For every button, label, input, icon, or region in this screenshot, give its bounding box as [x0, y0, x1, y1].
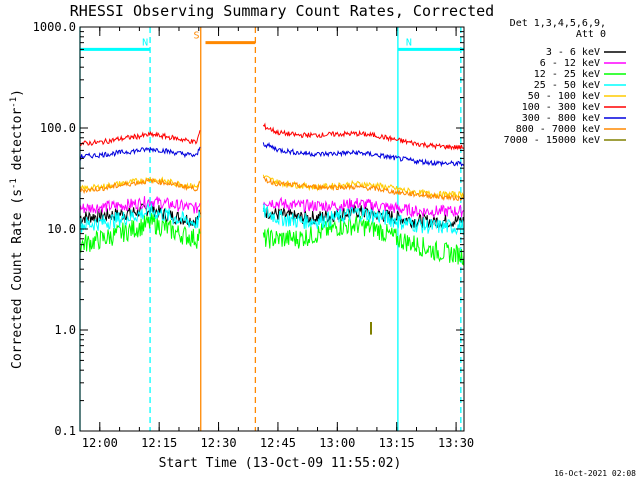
legend-label: 800 - 7000 keV [516, 124, 600, 135]
legend-header-line: Det 1,3,4,5,6,9, [510, 18, 606, 29]
legend-label: 12 - 25 keV [534, 69, 600, 80]
y-axis-label-sup: -1 [9, 178, 19, 189]
legend-label: 25 - 50 keV [534, 80, 600, 91]
series-line [79, 146, 201, 161]
legend-label: 300 - 800 keV [522, 113, 600, 124]
legend-label: 100 - 300 keV [522, 102, 600, 113]
annotation-label: N [142, 37, 148, 48]
x-tick-label: 13:00 [319, 436, 355, 450]
series-line [262, 176, 465, 202]
y-tick-label: 1.0 [54, 323, 76, 337]
legend-label: 50 - 100 keV [528, 91, 600, 102]
series-line [79, 130, 201, 147]
x-tick-label: 12:45 [260, 436, 296, 450]
x-tick-label: 12:15 [141, 436, 177, 450]
x-tick-label: 12:00 [82, 436, 118, 450]
annotation-label: S [193, 31, 199, 42]
y-axis-label: Corrected Count Rate (s-1 detector-1) [9, 89, 25, 369]
y-axis-label-part: Corrected Count Rate (s [10, 189, 25, 369]
y-axis-label-part: detector [10, 108, 25, 179]
chart-title: RHESSI Observing Summary Count Rates, Co… [70, 2, 494, 20]
series-line [262, 141, 465, 168]
series-line [262, 215, 465, 266]
legend-label: 3 - 6 keV [546, 47, 600, 58]
series-line [262, 203, 465, 236]
axes: 0.1 1.0 10.0 100.0 1000.0 12:00 12:15 12:30 12:4… [33, 20, 475, 450]
series-line [79, 177, 201, 195]
series-line [79, 202, 201, 233]
annotation-label: N [406, 37, 412, 48]
series-line [262, 122, 465, 151]
series-line [79, 212, 201, 254]
footer-date: 16-Oct-2021 02:08 [554, 469, 636, 478]
series-line [262, 196, 465, 219]
legend-label: 7000 - 15000 keV [504, 135, 600, 146]
y-axis-label-sup: -1 [9, 97, 19, 108]
y-tick-label: 100.0 [40, 121, 76, 135]
legend-header-line: Att 0 [576, 29, 606, 40]
series-line [79, 196, 201, 214]
legend-header: Det 1,3,4,5,6,9,Att 0 [510, 18, 606, 40]
y-axis-label-part: ) [10, 89, 25, 97]
x-tick-label: 13:15 [379, 436, 415, 450]
x-axis-label: Start Time (13-Oct-09 11:55:02) [159, 456, 402, 471]
y-tick-label: 1000.0 [33, 20, 76, 34]
y-tick-label: 0.1 [54, 424, 76, 438]
y-tick-label: 10.0 [47, 222, 76, 236]
x-tick-label: 13:30 [438, 436, 474, 450]
x-tick-label: 12:30 [200, 436, 236, 450]
legend-label: 6 - 12 keV [540, 58, 600, 69]
